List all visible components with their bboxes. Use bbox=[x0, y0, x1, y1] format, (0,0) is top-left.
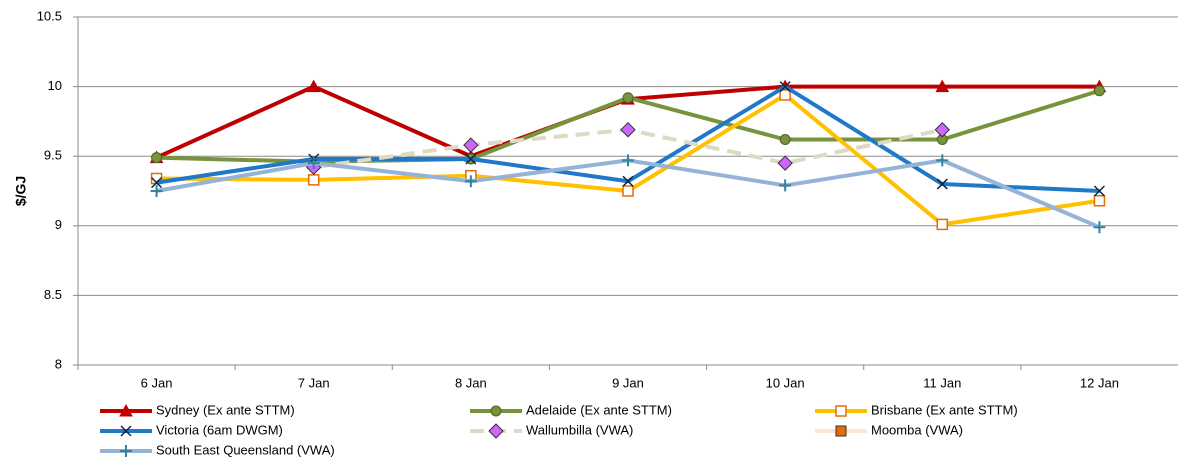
y-tick-label: 8.5 bbox=[44, 287, 62, 302]
x-tick-label: 9 Jan bbox=[612, 375, 644, 390]
legend-label: Adelaide (Ex ante STTM) bbox=[526, 402, 672, 417]
x-tick-label: 11 Jan bbox=[923, 375, 961, 390]
x-tick-label: 8 Jan bbox=[455, 375, 487, 390]
marker bbox=[306, 79, 321, 93]
marker bbox=[1093, 185, 1105, 197]
marker bbox=[120, 445, 132, 457]
marker bbox=[779, 81, 791, 93]
marker bbox=[1093, 85, 1105, 97]
marker bbox=[777, 155, 793, 171]
y-tick-label: 8 bbox=[55, 356, 62, 371]
marker bbox=[620, 122, 636, 138]
marker bbox=[150, 185, 163, 197]
marker bbox=[464, 175, 477, 188]
marker bbox=[622, 154, 634, 167]
marker bbox=[465, 153, 477, 165]
marker bbox=[935, 79, 950, 93]
marker bbox=[936, 218, 949, 231]
legend-label: Victoria (6am DWGM) bbox=[156, 422, 283, 437]
y-axis-label: $/GJ bbox=[13, 176, 29, 206]
marker bbox=[936, 154, 949, 167]
marker bbox=[835, 425, 847, 437]
y-tick-label: 10 bbox=[48, 78, 62, 93]
marker bbox=[488, 423, 504, 439]
marker bbox=[936, 178, 948, 190]
marker bbox=[779, 89, 791, 101]
marker bbox=[119, 403, 133, 417]
marker bbox=[1093, 194, 1106, 207]
x-tick-label: 10 Jan bbox=[766, 375, 805, 390]
legend-label: South East Queensland (VWA) bbox=[156, 442, 335, 457]
y-tick-label: 9.5 bbox=[44, 148, 62, 163]
legend-label: Wallumbilla (VWA) bbox=[526, 422, 633, 437]
marker bbox=[622, 92, 634, 104]
marker bbox=[1093, 221, 1106, 234]
marker bbox=[307, 174, 320, 186]
marker bbox=[835, 405, 847, 417]
legend-label: Sydney (Ex ante STTM) bbox=[156, 402, 295, 417]
marker bbox=[151, 177, 163, 189]
marker bbox=[463, 137, 479, 153]
marker bbox=[307, 157, 320, 170]
marker bbox=[120, 425, 132, 437]
legend-label: Moomba (VWA) bbox=[871, 422, 963, 437]
marker bbox=[622, 175, 634, 187]
legend-label: Brisbane (Ex ante STTM) bbox=[871, 402, 1018, 417]
x-tick-label: 7 Jan bbox=[298, 375, 330, 390]
marker bbox=[151, 152, 163, 164]
marker bbox=[779, 179, 792, 192]
y-tick-label: 10.5 bbox=[37, 8, 62, 23]
x-tick-label: 6 Jan bbox=[141, 375, 173, 390]
y-tick-label: 9 bbox=[55, 217, 62, 232]
marker bbox=[622, 185, 634, 197]
marker bbox=[490, 405, 502, 417]
x-tick-label: 12 Jan bbox=[1080, 375, 1119, 390]
marker bbox=[934, 122, 950, 138]
marker bbox=[779, 133, 791, 145]
